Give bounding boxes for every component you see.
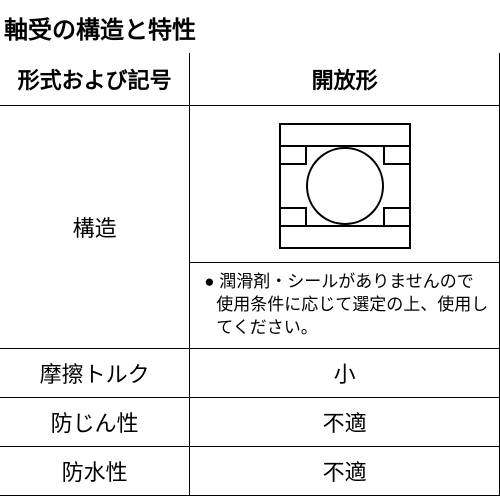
table-row-water: 防水性 不適 (0, 446, 500, 495)
water-value: 不適 (190, 446, 500, 495)
header-type: 開放形 (190, 53, 500, 106)
page-title: 軸受の構造と特性 (0, 0, 500, 53)
table-row-dust: 防じん性 不適 (0, 397, 500, 446)
structure-note-text: ● 潤滑剤・シールがありませんので使用条件に応じて選定の上、使用してください。 (204, 271, 489, 340)
friction-label: 摩擦トルク (0, 348, 190, 397)
structure-label: 構造 (0, 106, 190, 349)
dust-label: 防じん性 (0, 397, 190, 446)
dust-value: 不適 (190, 397, 500, 446)
header-format: 形式および記号 (0, 53, 190, 106)
bearing-icon (270, 116, 420, 256)
spec-table: 形式および記号 開放形 構造 (0, 53, 500, 496)
water-label: 防水性 (0, 446, 190, 495)
structure-note: ● 潤滑剤・シールがありませんので使用条件に応じて選定の上、使用してください。 (190, 263, 500, 349)
friction-value: 小 (190, 348, 500, 397)
table-row-structure-diagram: 構造 (0, 106, 500, 263)
bearing-diagram-cell (190, 106, 500, 263)
table-header-row: 形式および記号 開放形 (0, 53, 500, 106)
table-row-friction: 摩擦トルク 小 (0, 348, 500, 397)
